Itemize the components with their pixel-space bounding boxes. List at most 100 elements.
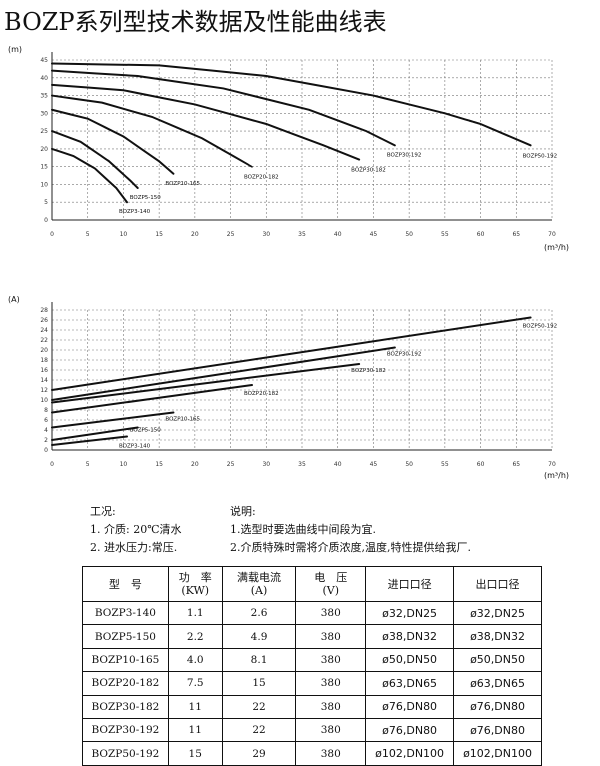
cell-model: BOZP5-150 — [82, 624, 169, 649]
remarks: 说明: 1.选型时要选曲线中间段为宜. 2.介质特殊时需将介质浓度,温度,特性提… — [230, 503, 471, 557]
condition-item: 1. 介质: 20℃清水 — [90, 523, 182, 536]
series-label: BOZP50-192 — [523, 324, 558, 330]
series-line — [51, 147, 128, 204]
x-tick-label: 20 — [191, 231, 199, 238]
x-tick-label: 40 — [334, 231, 342, 238]
series-label: BOZP5-150 — [130, 195, 162, 201]
x-tick-label: 55 — [441, 231, 449, 238]
conditions-heading: 工况: — [90, 505, 116, 518]
y-tick-label: 4 — [44, 427, 48, 434]
table-row: BOZP5-150 2.2 4.9 380 ø38,DN32 ø38,DN32 — [82, 624, 542, 649]
table-row: BOZP10-165 4.0 8.1 380 ø50,DN50 ø50,DN50 — [82, 647, 542, 673]
x-tick-label: 60 — [477, 231, 485, 238]
y-tick-label: 18 — [40, 357, 48, 364]
cell-current: 2.6 — [221, 600, 297, 626]
x-tick-label: 45 — [370, 231, 378, 238]
cell-current: 4.9 — [221, 624, 297, 649]
spec-table: 型 号 功 率 (KW) 满载电流 (A) 电 压 (V) 进口口径 出口口径 BOZ… — [82, 566, 542, 766]
series-line — [51, 94, 253, 168]
series-line — [51, 363, 361, 404]
cell-current: 22 — [221, 694, 297, 719]
series-line — [51, 316, 532, 391]
cell-inlet: ø76,DN80 — [365, 694, 455, 719]
header-current: 满载电流 (A) — [221, 566, 297, 602]
cell-model: BOZP20-182 — [82, 671, 169, 696]
series-label: BOZP30-182 — [351, 168, 386, 174]
cell-inlet: ø32,DN25 — [365, 600, 455, 626]
x-tick-label: 65 — [512, 231, 520, 238]
y-tick-label: 24 — [40, 327, 48, 334]
cell-power: 11 — [167, 717, 223, 743]
cell-power: 7.5 — [167, 671, 223, 696]
x-axis-unit: (m³/h) — [544, 471, 569, 480]
cell-voltage: 380 — [295, 624, 367, 649]
y-tick-label: 20 — [40, 347, 48, 354]
series-line — [51, 411, 175, 429]
y-tick-label: 10 — [40, 397, 48, 404]
series-label: BOZP30-192 — [387, 352, 422, 358]
remark-item: 2.介质特殊时需将介质浓度,温度,特性提供给我厂. — [230, 541, 471, 554]
header-model: 型 号 — [82, 566, 169, 602]
x-tick-label: 0 — [50, 461, 54, 468]
cell-power: 4.0 — [167, 647, 223, 673]
x-tick-label: 35 — [298, 231, 306, 238]
series-label: BOZP30-182 — [351, 368, 386, 374]
y-tick-label: 25 — [40, 128, 48, 135]
remarks-heading: 说明: — [230, 505, 256, 518]
series-line — [51, 62, 532, 147]
series-line — [51, 384, 253, 414]
x-tick-label: 20 — [191, 461, 199, 468]
y-tick-label: 30 — [40, 110, 48, 117]
cell-inlet: ø50,DN50 — [365, 647, 455, 673]
cell-inlet: ø63,DN65 — [365, 671, 455, 696]
cell-power: 1.1 — [167, 600, 223, 626]
series-line — [51, 69, 396, 147]
y-tick-label: 10 — [40, 181, 48, 188]
x-tick-label: 25 — [227, 461, 235, 468]
y-tick-label: 28 — [40, 307, 48, 314]
series-line — [51, 130, 139, 189]
cell-inlet: ø76,DN80 — [365, 717, 455, 743]
y-tick-label: 2 — [44, 437, 48, 444]
cell-outlet: ø76,DN80 — [453, 694, 542, 719]
x-tick-label: 70 — [548, 461, 556, 468]
y-axis-unit: (A) — [8, 295, 20, 304]
y-tick-label: 22 — [40, 337, 48, 344]
x-tick-label: 15 — [155, 461, 163, 468]
cell-power: 15 — [167, 741, 223, 766]
cell-voltage: 380 — [295, 671, 367, 696]
series-line — [51, 346, 396, 401]
x-tick-label: 60 — [477, 461, 485, 468]
y-tick-label: 5 — [44, 199, 48, 206]
y-tick-label: 16 — [40, 367, 48, 374]
series-label: BOZP20-182 — [244, 391, 279, 397]
cell-outlet: ø102,DN100 — [453, 741, 542, 766]
y-axis-unit: (m) — [8, 45, 22, 54]
x-tick-label: 0 — [50, 231, 54, 238]
cell-outlet: ø32,DN25 — [453, 600, 542, 626]
working-conditions: 工况: 1. 介质: 20℃清水 2. 进水压力:常压. — [90, 503, 182, 557]
cell-current: 15 — [221, 671, 297, 696]
cell-model: BOZP3-140 — [82, 600, 169, 626]
cell-voltage: 380 — [295, 647, 367, 673]
y-tick-label: 15 — [40, 164, 48, 171]
cell-outlet: ø76,DN80 — [453, 717, 542, 743]
table-row: BOZP3-140 1.1 2.6 380 ø32,DN25 ø32,DN25 — [82, 600, 542, 626]
x-tick-label: 45 — [370, 461, 378, 468]
cell-current: 29 — [221, 741, 297, 766]
x-tick-label: 70 — [548, 231, 556, 238]
series-label: BOZP10-165 — [165, 417, 200, 423]
y-tick-label: 12 — [40, 387, 48, 394]
x-tick-label: 30 — [262, 231, 270, 238]
y-tick-label: 45 — [40, 57, 48, 64]
header-voltage: 电 压 (V) — [295, 566, 367, 602]
y-tick-label: 0 — [44, 447, 48, 454]
cell-current: 22 — [221, 717, 297, 743]
series-label: BOZP20-182 — [244, 175, 279, 181]
cell-outlet: ø50,DN50 — [453, 647, 542, 673]
cell-outlet: ø63,DN65 — [453, 671, 542, 696]
y-tick-label: 6 — [44, 417, 48, 424]
page-title: BOZP系列型技术数据及性能曲线表 — [4, 8, 387, 36]
cell-voltage: 380 — [295, 717, 367, 743]
